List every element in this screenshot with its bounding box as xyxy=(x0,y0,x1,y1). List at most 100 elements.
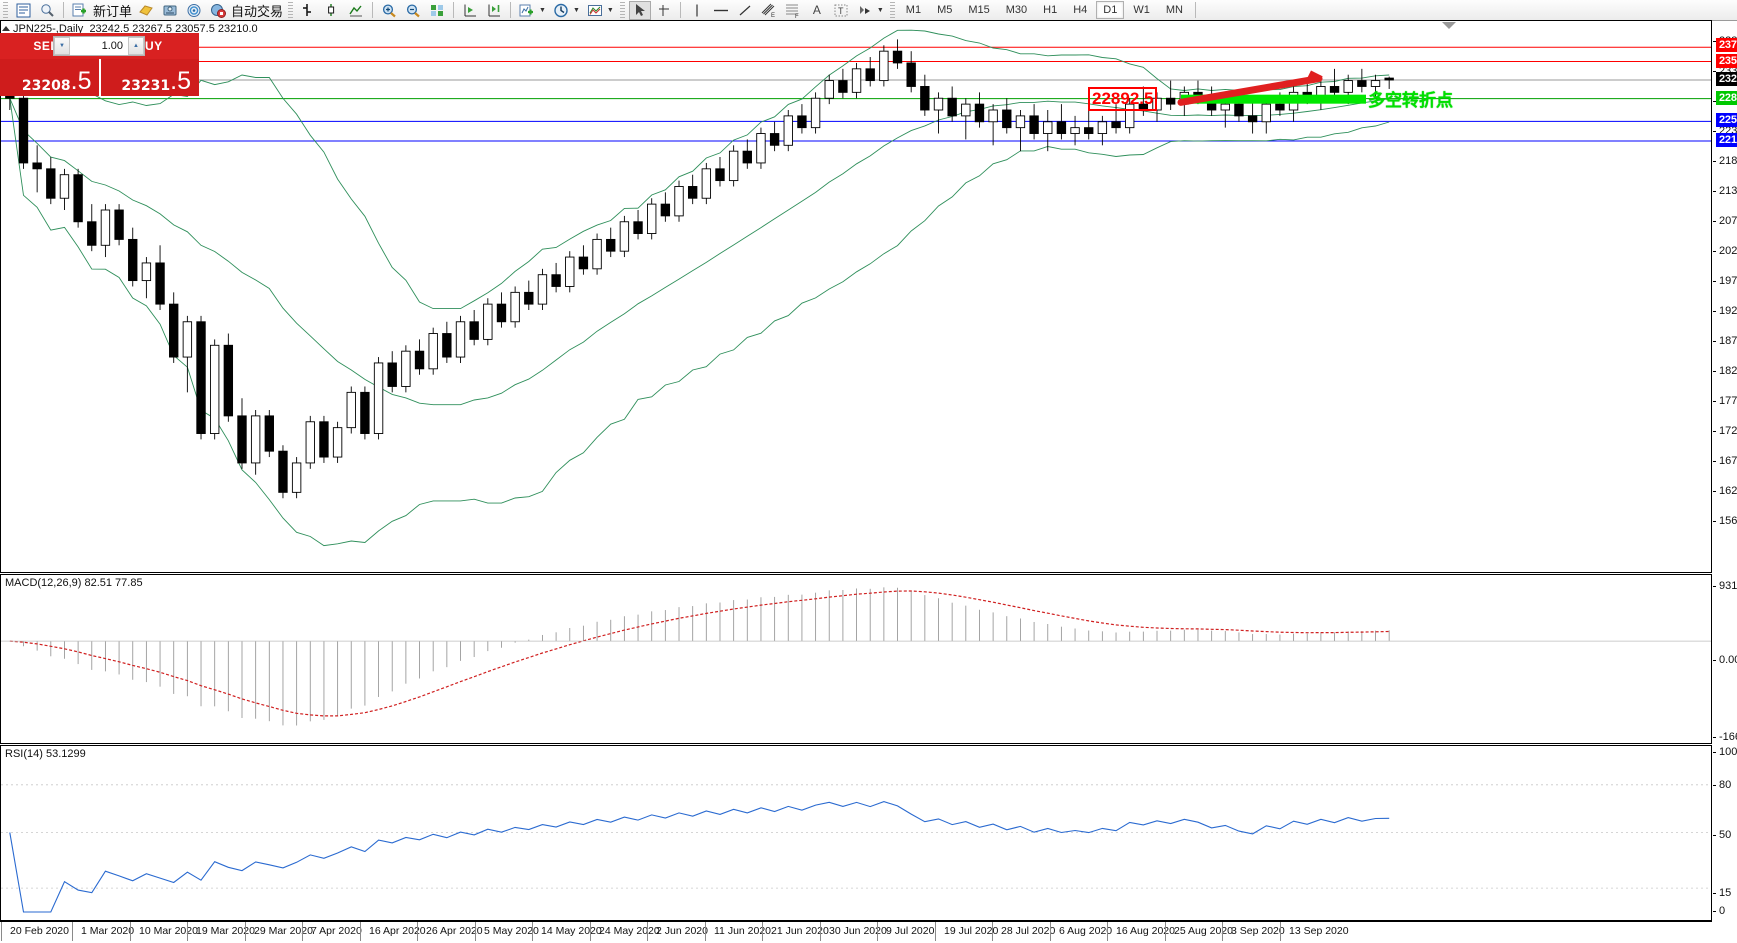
timeframe-w1[interactable]: W1 xyxy=(1133,4,1150,16)
price-tick-mark xyxy=(1713,161,1716,162)
sell-price[interactable]: 23208.5 xyxy=(0,59,100,96)
candlestick xyxy=(647,198,657,240)
timeframe-m5[interactable]: M5 xyxy=(937,4,953,16)
date-tick-divider xyxy=(762,922,763,941)
fibonacci-icon[interactable]: F xyxy=(782,1,804,20)
shift-chart-icon[interactable] xyxy=(459,1,481,20)
signals-icon[interactable] xyxy=(183,1,205,20)
volume-increment-button[interactable]: ▲ xyxy=(128,37,144,55)
trend-line-icon[interactable] xyxy=(734,1,756,20)
toolbar-grip[interactable] xyxy=(3,2,8,18)
indicator-tick-label: 15 xyxy=(1719,887,1732,899)
timeframe-d1[interactable]: D1 xyxy=(1096,1,1125,19)
price-level-badge[interactable]: 23766.5 xyxy=(1716,38,1737,52)
price-tick-label: 21306.0 xyxy=(1719,185,1737,197)
rsi-pane[interactable]: RSI(14) 53.1299 xyxy=(0,745,1712,921)
date-axis[interactable]: 20 Feb 2020 1 Mar 2020 10 Mar 2020 19 Mar 2… xyxy=(0,921,1712,943)
objects-icon[interactable] xyxy=(584,1,606,20)
toolbar-separator-4 xyxy=(510,2,512,18)
candlestick xyxy=(469,310,479,346)
price-level-badge[interactable]: 23525.5 xyxy=(1716,54,1737,68)
one-click-trading-panel[interactable]: SELL BUY ▼ 1.00 ▲ 23208.5 23231.5 xyxy=(0,33,199,96)
timeframe-h1[interactable]: H1 xyxy=(1043,4,1058,16)
timeframe-m1[interactable]: M1 xyxy=(905,4,922,16)
volume-decrement-button[interactable]: ▼ xyxy=(54,37,70,55)
buy-price[interactable]: 23231.5 xyxy=(99,59,199,96)
candlestick xyxy=(551,262,561,293)
shapes-icon[interactable] xyxy=(854,1,876,20)
market-watch-icon[interactable] xyxy=(12,1,34,20)
candlestick xyxy=(100,204,111,258)
candlestick-chart-icon[interactable] xyxy=(321,1,343,20)
auto-trading-icon[interactable] xyxy=(207,1,229,20)
toolbar-grip-4[interactable] xyxy=(889,2,895,18)
candlestick xyxy=(1165,80,1176,110)
date-tick-divider xyxy=(820,922,821,941)
equidistant-channel-icon[interactable]: E xyxy=(758,1,780,20)
add-indicator-icon[interactable] xyxy=(516,1,538,20)
candlestick xyxy=(141,257,152,299)
auto-trading-label[interactable]: 自动交易 xyxy=(231,4,284,20)
price-level-badge[interactable]: 22172.1 xyxy=(1716,133,1737,147)
timeframe-h4[interactable]: H4 xyxy=(1073,4,1088,16)
volume-value[interactable]: 1.00 xyxy=(101,40,123,52)
cursor-icon[interactable] xyxy=(628,0,651,20)
bar-chart-icon[interactable] xyxy=(297,1,319,20)
new-order-label[interactable]: 新订单 xyxy=(93,4,133,20)
line-chart-icon[interactable] xyxy=(345,1,367,20)
candlestick xyxy=(565,251,575,293)
candlestick xyxy=(633,210,643,240)
candlestick xyxy=(742,139,752,169)
expert-advisor-icon[interactable] xyxy=(135,1,157,20)
indicator-tick-label: 50 xyxy=(1719,829,1732,841)
svg-text:E: E xyxy=(771,13,775,18)
candlestick xyxy=(769,121,780,152)
timeframe-mn[interactable]: MN xyxy=(1165,4,1183,16)
new-order-icon[interactable] xyxy=(69,1,91,20)
text-label-icon[interactable]: T xyxy=(830,1,852,20)
date-tick-divider xyxy=(1,922,2,941)
strategy-tester-icon[interactable] xyxy=(159,1,181,20)
price-tick-mark xyxy=(1713,521,1716,522)
macd-pane[interactable]: MACD(12,26,9) 82.51 77.85 xyxy=(0,574,1712,744)
price-level-badge[interactable]: 23210.0 xyxy=(1716,72,1737,86)
zoom-in-icon[interactable] xyxy=(378,1,400,20)
zoom-out-icon[interactable] xyxy=(402,1,424,20)
templates-icon[interactable] xyxy=(426,1,448,20)
candlestick xyxy=(237,398,247,469)
candlestick xyxy=(414,339,425,375)
period-separator-icon[interactable] xyxy=(550,1,572,20)
bollinger-band-upper xyxy=(9,29,1390,310)
collapse-triangle-icon[interactable] xyxy=(2,26,10,31)
date-tick-label: 26 Apr 2020 xyxy=(426,925,483,937)
price-level-badge[interactable]: 22505.6 xyxy=(1716,113,1737,127)
timeframe-m30[interactable]: M30 xyxy=(1005,4,1028,16)
price-tick-mark xyxy=(1713,401,1716,402)
data-window-icon[interactable] xyxy=(36,1,58,20)
text-icon[interactable]: A xyxy=(812,3,821,17)
chevron-down-icon-4[interactable]: ▼ xyxy=(876,6,884,14)
toolbar-grip-3[interactable] xyxy=(619,2,625,18)
price-level-badge[interactable]: 22892.5 xyxy=(1716,91,1737,105)
chevron-down-icon-3[interactable]: ▼ xyxy=(606,6,614,14)
toolbar-grip-2[interactable] xyxy=(288,2,294,18)
price-tick-mark xyxy=(1713,311,1716,312)
crosshair-icon[interactable] xyxy=(653,1,675,20)
price-chart-pane[interactable] xyxy=(0,20,1712,573)
timeframe-m15[interactable]: M15 xyxy=(968,4,990,16)
symbol-label: JPN225-,Daily xyxy=(13,23,84,35)
auto-scroll-icon[interactable] xyxy=(483,1,505,20)
price-tick-mark xyxy=(1713,251,1716,252)
date-tick-label: 16 Apr 2020 xyxy=(369,925,426,937)
price-tick-label: 16206.0 xyxy=(1719,485,1737,497)
candlestick xyxy=(264,410,274,458)
vertical-line-icon[interactable] xyxy=(686,1,708,20)
chevron-down-icon-2[interactable]: ▼ xyxy=(572,6,580,14)
chevron-down-icon[interactable]: ▼ xyxy=(539,6,546,14)
volume-input[interactable]: ▼ 1.00 ▲ xyxy=(53,36,145,56)
candlestick xyxy=(291,457,302,499)
macd-canvas xyxy=(1,587,1711,726)
horizontal-line-icon[interactable] xyxy=(710,1,732,20)
price-tick-label: 18756.0 xyxy=(1719,335,1737,347)
candlestick xyxy=(373,357,384,440)
